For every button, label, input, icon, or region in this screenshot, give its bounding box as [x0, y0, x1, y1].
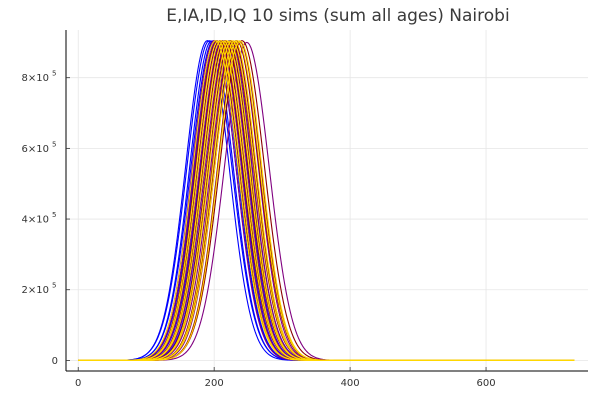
y-tick-label: 2×10 5: [22, 282, 57, 297]
y-tick-label: 4×10 5: [22, 211, 57, 226]
series-line-30: [78, 40, 575, 361]
y-tick-base: 0: [52, 356, 58, 367]
y-tick-exponent: 5: [52, 140, 56, 148]
x-axis-ticks: 0 200 400 600: [75, 367, 496, 389]
series-line-9: [78, 40, 575, 361]
series-line-36: [78, 40, 575, 361]
series-line-4: [78, 40, 575, 361]
y-tick-exponent: 5: [52, 282, 56, 290]
series-line-5: [78, 40, 575, 361]
series-line-17: [78, 40, 575, 361]
series-line-33: [78, 40, 575, 361]
series-line-20: [78, 41, 575, 361]
y-tick-base: 6×10: [22, 144, 49, 155]
chart-title: E,IA,ID,IQ 10 sims (sum all ages) Nairob…: [166, 6, 509, 26]
series-line-28: [78, 40, 575, 361]
series-line-12: [78, 40, 575, 361]
series-line-10: [78, 40, 575, 361]
series-line-23: [78, 40, 575, 361]
series-line-35: [78, 40, 575, 361]
x-tick-label: 400: [341, 378, 360, 389]
series-line-6: [78, 40, 575, 361]
y-tick-label: 6×10 5: [22, 140, 57, 155]
y-tick-base: 8×10: [22, 73, 49, 84]
series-line-14: [78, 40, 575, 361]
series-line-24: [78, 40, 575, 361]
series-line-1: [78, 40, 575, 361]
series-line-8: [78, 40, 575, 361]
axes: [65, 30, 588, 372]
series-line-29: [78, 40, 575, 361]
series-line-19: [78, 40, 575, 361]
series-line-16: [78, 40, 575, 361]
grid-lines: [66, 30, 588, 371]
series-line-18: [78, 40, 575, 361]
series-line-3: [78, 40, 575, 361]
series-line-37: [78, 40, 575, 361]
y-tick-base: 2×10: [22, 285, 49, 296]
y-tick-label: 8×10 5: [22, 70, 57, 85]
series-line-38: [78, 40, 575, 361]
series-line-31: [78, 40, 575, 361]
y-tick-exponent: 5: [52, 70, 56, 78]
series-line-2: [78, 40, 575, 361]
x-tick-label: 200: [205, 378, 224, 389]
series-group: [78, 40, 575, 361]
x-tick-label: 600: [477, 378, 496, 389]
series-line-13: [78, 40, 575, 361]
y-tick-label: 0: [52, 356, 58, 367]
series-line-34: [78, 40, 575, 361]
series-line-11: [78, 40, 575, 361]
series-line-22: [78, 40, 575, 361]
series-line-39: [78, 40, 575, 361]
series-line-25: [78, 40, 575, 361]
series-line-27: [78, 40, 575, 361]
series-line-15: [78, 40, 575, 361]
series-line-32: [78, 40, 575, 361]
series-line-21: [78, 40, 575, 361]
y-tick-base: 4×10: [22, 215, 49, 226]
series-line-40: [78, 40, 575, 361]
y-axis-ticks: 02×10 54×10 56×10 58×10 5: [22, 70, 70, 367]
y-tick-exponent: 5: [52, 211, 56, 219]
x-tick-label: 0: [75, 378, 81, 389]
series-line-7: [78, 40, 575, 361]
series-line-26: [78, 40, 575, 361]
